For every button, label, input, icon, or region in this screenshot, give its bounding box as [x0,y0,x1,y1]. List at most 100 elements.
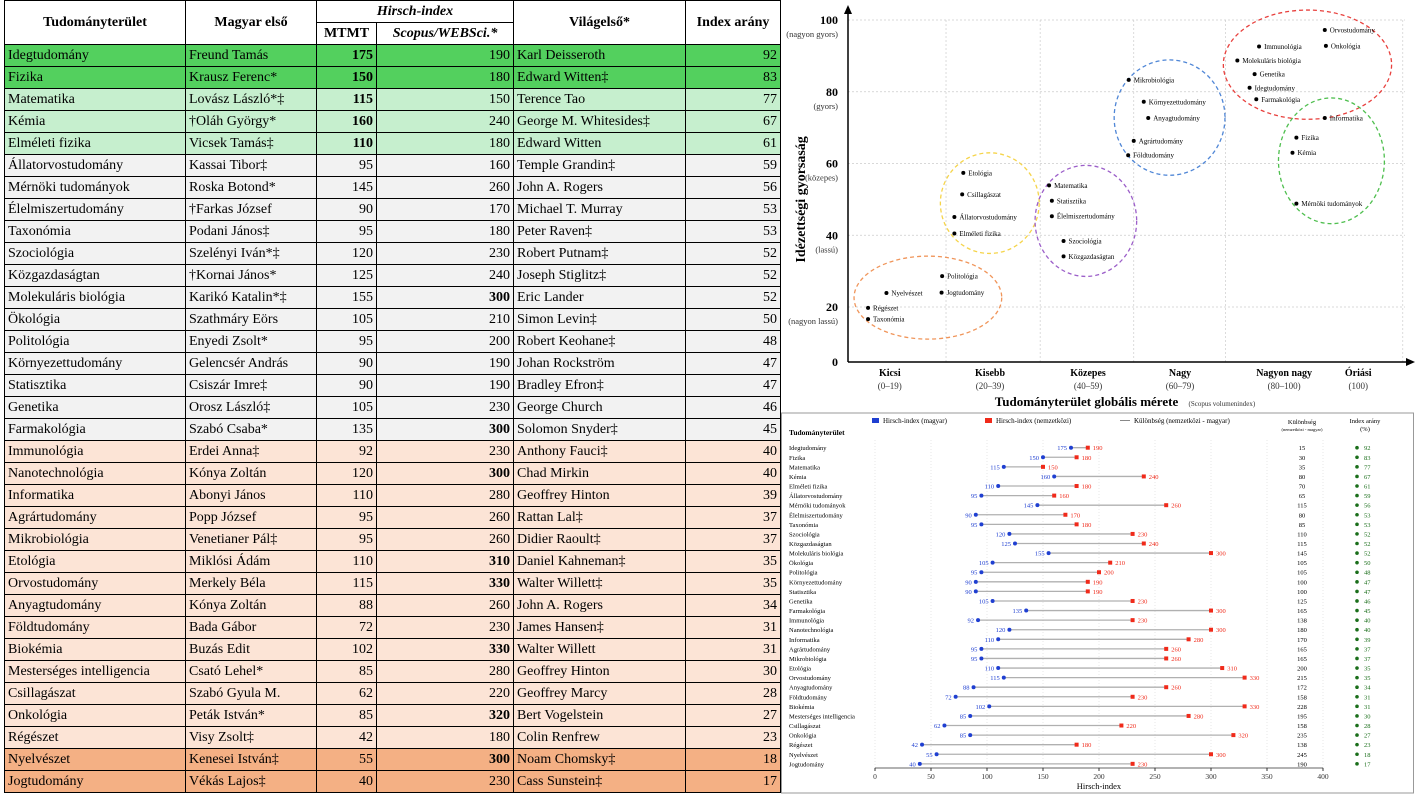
hungarian-dot [996,666,1001,671]
difference-value: 180 [1297,627,1307,634]
ratio-value: 37 [1364,656,1371,663]
data-point [960,192,965,197]
difference-value: 35 [1299,464,1306,471]
data-point-label: Informatika [1330,114,1364,122]
row-label: Mérnöki tudományok [789,503,846,510]
field-cell: Orvostudomány [4,572,186,595]
hungarian-first-cell: Gelencsér András [185,352,317,375]
ratio-value: 47 [1364,589,1371,596]
row-label: Fizika [789,455,805,462]
scopus-cell: 230 [375,396,515,419]
mtmt-cell: 95 [316,154,377,177]
hungarian-first-cell: Vicsek Tamás‡ [185,132,317,155]
cluster-ellipse [853,255,1003,340]
ratio-dot [1355,762,1359,766]
row-label: Kémia [789,474,806,481]
hungarian-dot [917,761,922,766]
table-row: Csillagászat Szabó Gyula M. 62 220 Geoffrey … [4,682,782,705]
world-first-cell: Bradley Efron‡ [513,374,687,397]
data-point-label: Anyagtudomány [1153,114,1200,122]
difference-value: 30 [1299,455,1306,462]
row-header: Tudományterület [789,428,845,437]
field-cell: Statisztika [4,374,186,397]
y-axis-title: Idézettségi gyorsaság [794,136,809,262]
difference-value: 190 [1297,761,1307,768]
table-row: Anyagtudomány Kónya Zoltán 88 260 John A. Ro… [4,594,782,617]
table-row: Orvostudomány Merkely Béla 115 330 Walter Wi… [4,572,782,595]
scopus-cell: 330 [375,572,515,595]
hungarian-value-label: 95 [971,522,978,529]
data-point-label: Nyelvészet [891,290,922,298]
international-value-label: 260 [1171,646,1181,653]
difference-value: 235 [1297,733,1307,740]
hungarian-value-label: 40 [909,761,916,768]
international-value-label: 180 [1082,742,1092,749]
mtmt-cell: 90 [316,198,377,221]
hungarian-dot [979,656,984,661]
ratio-dot [1355,723,1359,728]
data-point [1235,58,1240,63]
ratio-value: 35 [1364,675,1371,682]
index-ratio-cell: 67 [685,110,782,133]
scopus-cell: 150 [375,88,515,111]
ratio-value: 40 [1364,627,1371,634]
international-dot [1242,704,1247,709]
world-first-cell: Bert Vogelstein [513,704,687,727]
index-ratio-cell: 52 [685,264,782,287]
world-first-cell: Peter Raven‡ [513,220,687,243]
field-cell: Politológia [4,330,186,353]
difference-value: 172 [1297,685,1307,692]
mtmt-cell: 95 [316,528,377,551]
table-row: Fizika Krausz Ferenc* 150 180 Edward Witten‡… [4,66,782,89]
table-row: Környezettudomány Gelencsér András 90 190 Jo… [4,352,782,375]
hungarian-first-cell: Kassai Tibor‡ [185,154,317,177]
international-dot [1130,694,1135,699]
field-cell: Idegtudomány [4,44,186,67]
mtmt-cell: 175 [316,44,377,67]
scopus-cell: 220 [375,682,515,705]
scopus-cell: 240 [375,110,515,133]
diff-subheader: (nemzetközi - magyar) [1282,427,1323,432]
international-value-label: 310 [1227,666,1237,673]
field-cell: Informatika [4,484,186,507]
table-row: Elméleti fizika Vicsek Tamás‡ 110 180 Edward… [4,132,782,155]
scopus-cell: 170 [375,198,515,221]
scopus-cell: 190 [375,44,515,67]
international-dot [1097,570,1101,575]
y-tick-sublabel: (nagyon gyors) [786,29,838,39]
index-ratio-cell: 92 [685,44,782,67]
hungarian-first-cell: Csató Lehel* [185,660,317,683]
hungarian-dot [1001,675,1006,680]
difference-value: 138 [1297,742,1307,749]
mtmt-cell: 90 [316,352,377,375]
international-dot [1231,733,1236,738]
hungarian-dot [979,646,984,651]
table-row: Nyelvészet Kenesei István‡ 55 300 Noam Choms… [4,748,782,771]
row-label: Elméleti fizika [789,484,828,491]
mtmt-cell: 115 [316,572,377,595]
data-point [1323,43,1328,48]
hungarian-value-label: 110 [985,637,995,644]
x-category-label: Nagy [1169,368,1191,379]
hungarian-dot [968,733,973,738]
citation-speed-scatter-chart: 100 (nagyon gyors) 80 (gyors) 60 (közepes) 40 (… [786,5,1415,409]
x-axis-title: Hirsch-index [1077,781,1122,791]
ratio-value: 52 [1364,531,1371,538]
field-cell: Anyagtudomány [4,594,186,617]
mtmt-cell: 55 [316,748,377,771]
mtmt-cell: 150 [316,66,377,89]
row-label: Matematika [789,464,820,471]
cluster-ellipse [939,152,1040,255]
hungarian-value-label: 85 [960,713,967,720]
world-first-cell: George Church [513,396,687,419]
international-value-label: 230 [1138,598,1148,605]
cluster-ellipse [1277,97,1386,225]
diff-header: Különbség [1288,419,1317,426]
header-hungarian-first: Magyar első [185,0,317,45]
mtmt-cell: 105 [316,396,377,419]
ratio-value: 59 [1364,493,1371,500]
hungarian-first-cell: Csiszár Imre‡ [185,374,317,397]
hungarian-value-label: 88 [963,685,970,692]
international-dot [1130,761,1135,766]
ratio-dot [1355,570,1359,575]
